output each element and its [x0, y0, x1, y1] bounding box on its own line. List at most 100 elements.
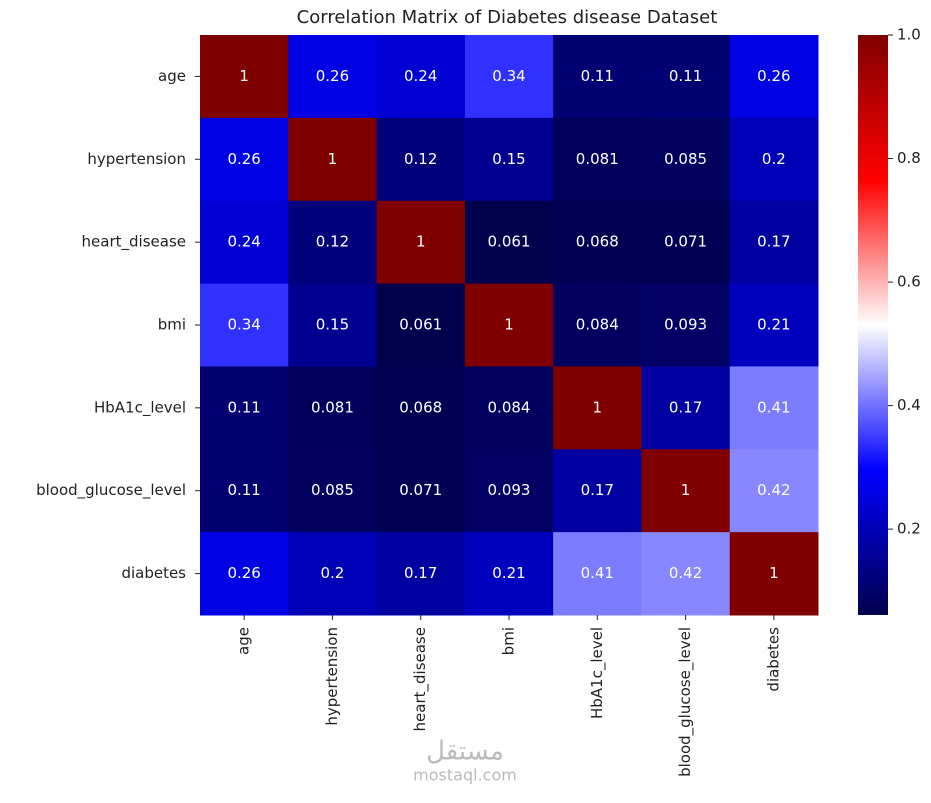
cell-label: 0.41: [581, 564, 614, 582]
cell-label: 0.061: [488, 233, 531, 251]
y-tick-label: heart_disease: [82, 233, 186, 252]
heatmap-cell: [200, 449, 289, 533]
heatmap-cell: [553, 200, 642, 285]
heatmap-cell: [641, 35, 731, 119]
y-tick-label: hypertension: [87, 150, 186, 168]
cell-label: 0.11: [227, 398, 260, 416]
heatmap-cell: [553, 283, 642, 367]
cell-label: 0.11: [581, 67, 614, 85]
cell-label: 0.21: [757, 316, 790, 334]
colorbar-tick-label: 0.4: [897, 396, 921, 414]
cell-label: 0.24: [227, 233, 260, 251]
heatmap-cell: [729, 366, 819, 450]
heatmap-cell: [464, 200, 554, 285]
heatmap-cell: [376, 449, 466, 533]
cell-label: 0.17: [669, 398, 702, 416]
cell-label: 0.26: [757, 67, 790, 85]
heatmap-cell: [553, 449, 642, 533]
cell-label: 0.081: [311, 398, 354, 416]
cell-label: 0.2: [320, 564, 344, 582]
heatmap-cell: [729, 200, 819, 285]
y-tick-label: age: [158, 67, 186, 85]
y-tick-label: HbA1c_level: [94, 398, 186, 417]
heatmap-cell: [641, 532, 731, 616]
watermark: mostaql.com: [413, 766, 517, 785]
heatmap-cell: [553, 117, 642, 202]
cell-label: 0.34: [227, 316, 260, 334]
heatmap-cell: [464, 366, 554, 450]
heatmap-cell: [641, 366, 731, 450]
heatmap-cell: [376, 35, 466, 119]
cell-label: 0.15: [492, 150, 525, 168]
cell-label: 0.085: [664, 150, 707, 168]
x-tick-label: HbA1c_level: [588, 627, 607, 719]
heatmap-cell: [288, 366, 378, 450]
heatmap-cell: [464, 532, 554, 616]
heatmap-cell: [200, 532, 289, 616]
cell-label: 1: [593, 398, 603, 416]
heatmap-cell: [288, 200, 378, 285]
cell-label: 0.11: [227, 481, 260, 499]
heatmap-cell: [464, 35, 554, 119]
heatmap-cell: [376, 283, 466, 367]
colorbar-tick-label: 0.2: [897, 520, 921, 538]
cell-label: 0.26: [316, 67, 349, 85]
cell-label: 0.42: [669, 564, 702, 582]
cell-label: 0.2: [762, 150, 786, 168]
cell-label: 0.068: [399, 398, 442, 416]
cell-label: 0.084: [576, 316, 619, 334]
heatmap-cell: [200, 117, 289, 202]
heatmap-cell: [288, 35, 378, 119]
x-tick-label: heart_disease: [411, 627, 430, 731]
x-tick-label: bmi: [500, 627, 518, 655]
heatmap-cell: [729, 532, 819, 616]
cell-label: 0.12: [316, 233, 349, 251]
cell-label: 0.093: [488, 481, 531, 499]
y-tick-label: blood_glucose_level: [36, 481, 186, 500]
heatmap-cell: [553, 532, 642, 616]
heatmap-cell: [200, 200, 289, 285]
heatmap-cell: [200, 35, 289, 119]
cell-label: 0.061: [399, 316, 442, 334]
heatmap-cell: [641, 117, 731, 202]
x-tick-label: hypertension: [323, 627, 341, 726]
heatmap-cell: [376, 200, 466, 285]
x-tick-label: age: [235, 627, 253, 655]
heatmap-cell: [288, 117, 378, 202]
cell-label: 0.34: [492, 67, 525, 85]
heatmap-cell: [729, 449, 819, 533]
y-tick-label: diabetes: [121, 564, 186, 582]
heatmap-cell: [288, 532, 378, 616]
cell-label: 0.24: [404, 67, 437, 85]
cell-label: 0.084: [488, 398, 531, 416]
heatmap-cell: [288, 283, 378, 367]
y-tick-label: bmi: [158, 316, 186, 334]
cell-label: 0.071: [399, 481, 442, 499]
heatmap-cell: [553, 366, 642, 450]
heatmap-cell: [464, 449, 554, 533]
heatmap-cell: [641, 200, 731, 285]
chart-title: Correlation Matrix of Diabetes disease D…: [297, 7, 718, 28]
cell-label: 0.17: [581, 481, 614, 499]
cell-label: 0.085: [311, 481, 354, 499]
cell-label: 0.15: [316, 316, 349, 334]
heatmap-cell: [464, 117, 554, 202]
heatmap-cell: [641, 449, 731, 533]
cell-label: 0.071: [664, 233, 707, 251]
colorbar: [858, 35, 888, 615]
cell-label: 0.068: [576, 233, 619, 251]
cell-label: 0.26: [227, 150, 260, 168]
x-tick-label: diabetes: [764, 627, 782, 692]
heatmap-cell: [729, 35, 819, 119]
cell-label: 1: [504, 316, 514, 334]
watermark: مستقل: [426, 737, 504, 767]
cell-label: 0.11: [669, 67, 702, 85]
cell-label: 1: [416, 233, 426, 251]
heatmap-cell: [553, 35, 642, 119]
cell-label: 0.17: [757, 233, 790, 251]
colorbar-tick-label: 0.8: [897, 149, 921, 167]
cell-label: 1: [239, 67, 249, 85]
x-tick-label: blood_glucose_level: [676, 627, 695, 777]
cell-label: 0.081: [576, 150, 619, 168]
